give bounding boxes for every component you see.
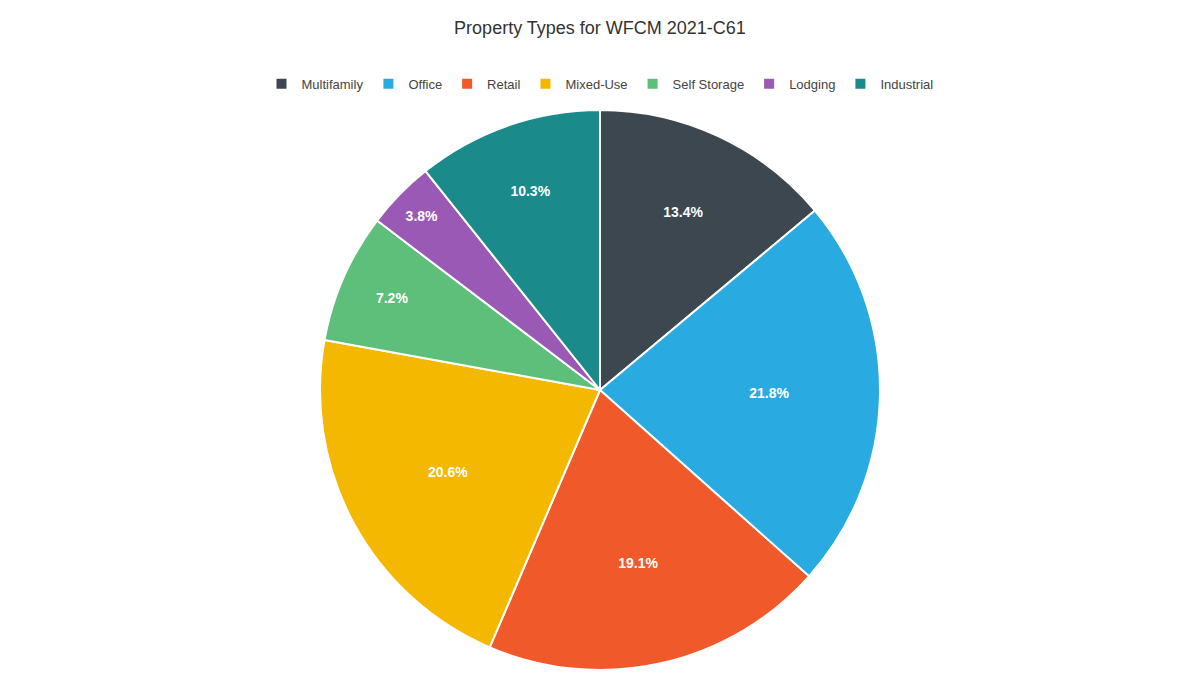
svg-text:Industrial: Industrial [880,77,933,92]
svg-text:Self Storage: Self Storage [673,77,745,92]
svg-text:3.8%: 3.8% [406,208,438,224]
svg-text:Multifamily: Multifamily [302,77,364,92]
svg-text:Office: Office [408,77,442,92]
svg-text:7.2%: 7.2% [376,290,408,306]
svg-text:Lodging: Lodging [789,77,835,92]
svg-text:Retail: Retail [487,77,520,92]
svg-text:Property Types for WFCM 2021-C: Property Types for WFCM 2021-C61 [454,18,746,38]
svg-text:20.6%: 20.6% [428,464,468,480]
svg-text:10.3%: 10.3% [510,183,550,199]
svg-text:13.4%: 13.4% [663,204,703,220]
svg-text:Mixed-Use: Mixed-Use [565,77,627,92]
svg-text:21.8%: 21.8% [749,385,789,401]
svg-text:19.1%: 19.1% [618,555,658,571]
